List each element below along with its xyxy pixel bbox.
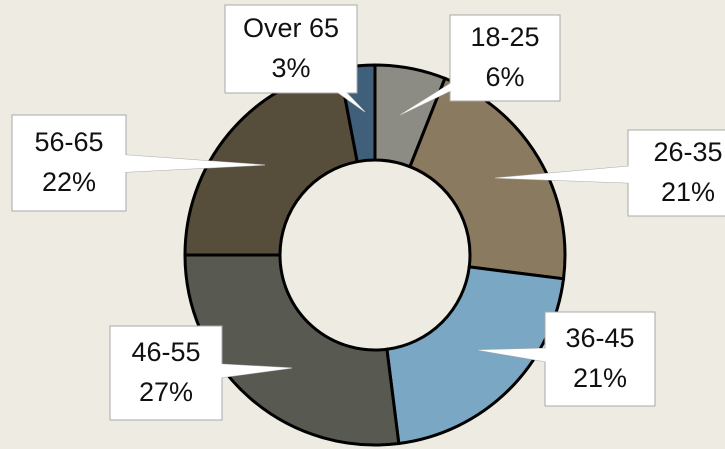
category-label: 18-25 — [470, 22, 539, 52]
callout-pointer-fill — [69, 151, 265, 175]
slice — [183, 253, 401, 447]
category-label: 46-55 — [131, 337, 200, 367]
callout-pointer-fill — [166, 361, 292, 385]
callout-pointer-fill — [478, 347, 600, 371]
value-label: 27% — [139, 377, 193, 407]
callout-pointer-fill — [277, 49, 365, 112]
slice — [408, 76, 567, 281]
category-label: 26-35 — [653, 137, 722, 167]
value-label: 22% — [42, 167, 96, 197]
callout-pointer-fill — [400, 58, 519, 115]
category-label: Over 65 — [243, 13, 339, 43]
value-label: 3% — [271, 53, 310, 83]
value-label: 6% — [485, 62, 524, 92]
category-label: 36-45 — [565, 323, 634, 353]
value-label: 21% — [573, 363, 627, 393]
value-label: 21% — [661, 177, 715, 207]
category-label: 56-65 — [34, 127, 103, 157]
slice — [385, 265, 566, 446]
callout-pointer-fill — [495, 161, 688, 185]
